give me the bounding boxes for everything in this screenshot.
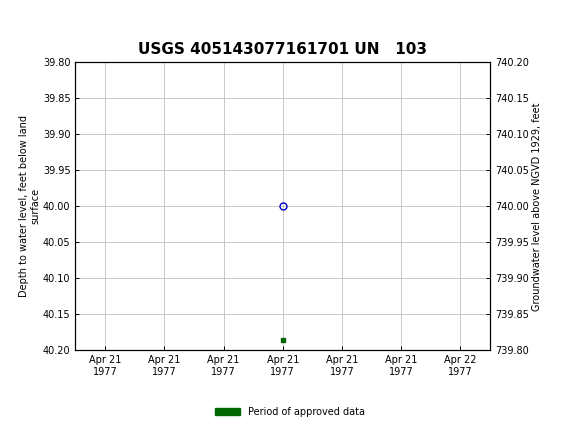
Text: USGS: USGS <box>28 11 83 29</box>
Legend: Period of approved data: Period of approved data <box>212 403 368 421</box>
Y-axis label: Groundwater level above NGVD 1929, feet: Groundwater level above NGVD 1929, feet <box>532 102 542 310</box>
Text: ⨆: ⨆ <box>5 8 20 32</box>
Title: USGS 405143077161701 UN   103: USGS 405143077161701 UN 103 <box>138 42 427 57</box>
Y-axis label: Depth to water level, feet below land
surface: Depth to water level, feet below land su… <box>19 115 40 298</box>
